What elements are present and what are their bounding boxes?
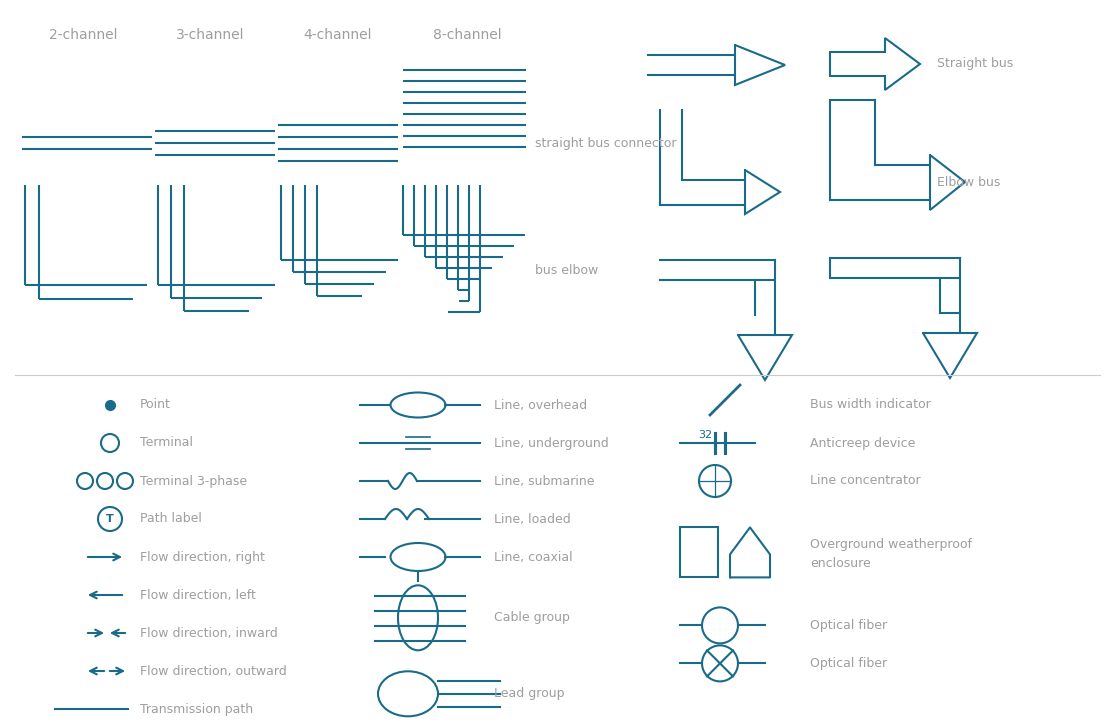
Text: 2-channel: 2-channel bbox=[49, 28, 117, 42]
Text: 4-channel: 4-channel bbox=[304, 28, 372, 42]
Text: Transmission path: Transmission path bbox=[140, 702, 253, 715]
Text: Line, coaxial: Line, coaxial bbox=[494, 550, 573, 563]
Bar bbox=[680, 527, 719, 577]
Text: Anticreep device: Anticreep device bbox=[810, 436, 916, 449]
Text: 32: 32 bbox=[698, 430, 712, 440]
Text: 3-channel: 3-channel bbox=[176, 28, 244, 42]
Text: 8-channel: 8-channel bbox=[432, 28, 501, 42]
Text: Straight bus: Straight bus bbox=[937, 57, 1014, 71]
Text: Flow direction, right: Flow direction, right bbox=[140, 550, 265, 563]
Text: Line, submarine: Line, submarine bbox=[494, 475, 595, 488]
Text: Flow direction, inward: Flow direction, inward bbox=[140, 627, 277, 640]
Text: Flow direction, outward: Flow direction, outward bbox=[140, 664, 286, 678]
Text: Point: Point bbox=[140, 398, 170, 411]
Text: bus elbow: bus elbow bbox=[535, 263, 598, 276]
Text: Line concentrator: Line concentrator bbox=[810, 475, 920, 488]
Text: Lead group: Lead group bbox=[494, 687, 565, 700]
Text: Path label: Path label bbox=[140, 513, 202, 526]
Text: Bus width indicator: Bus width indicator bbox=[810, 398, 931, 411]
Text: Line, underground: Line, underground bbox=[494, 436, 608, 449]
Text: straight bus connector: straight bus connector bbox=[535, 137, 676, 150]
Text: Line, overhead: Line, overhead bbox=[494, 398, 587, 411]
Text: Optical fiber: Optical fiber bbox=[810, 619, 887, 632]
Text: T: T bbox=[106, 514, 114, 524]
Text: Flow direction, left: Flow direction, left bbox=[140, 588, 256, 601]
Text: Optical fiber: Optical fiber bbox=[810, 657, 887, 670]
Text: Cable group: Cable group bbox=[494, 611, 570, 624]
Text: Overground weatherproof
enclosure: Overground weatherproof enclosure bbox=[810, 539, 973, 571]
Text: Elbow bus: Elbow bus bbox=[937, 175, 1000, 188]
Text: Terminal 3-phase: Terminal 3-phase bbox=[140, 475, 247, 488]
Text: Line, loaded: Line, loaded bbox=[494, 513, 570, 526]
Text: Terminal: Terminal bbox=[140, 436, 193, 449]
